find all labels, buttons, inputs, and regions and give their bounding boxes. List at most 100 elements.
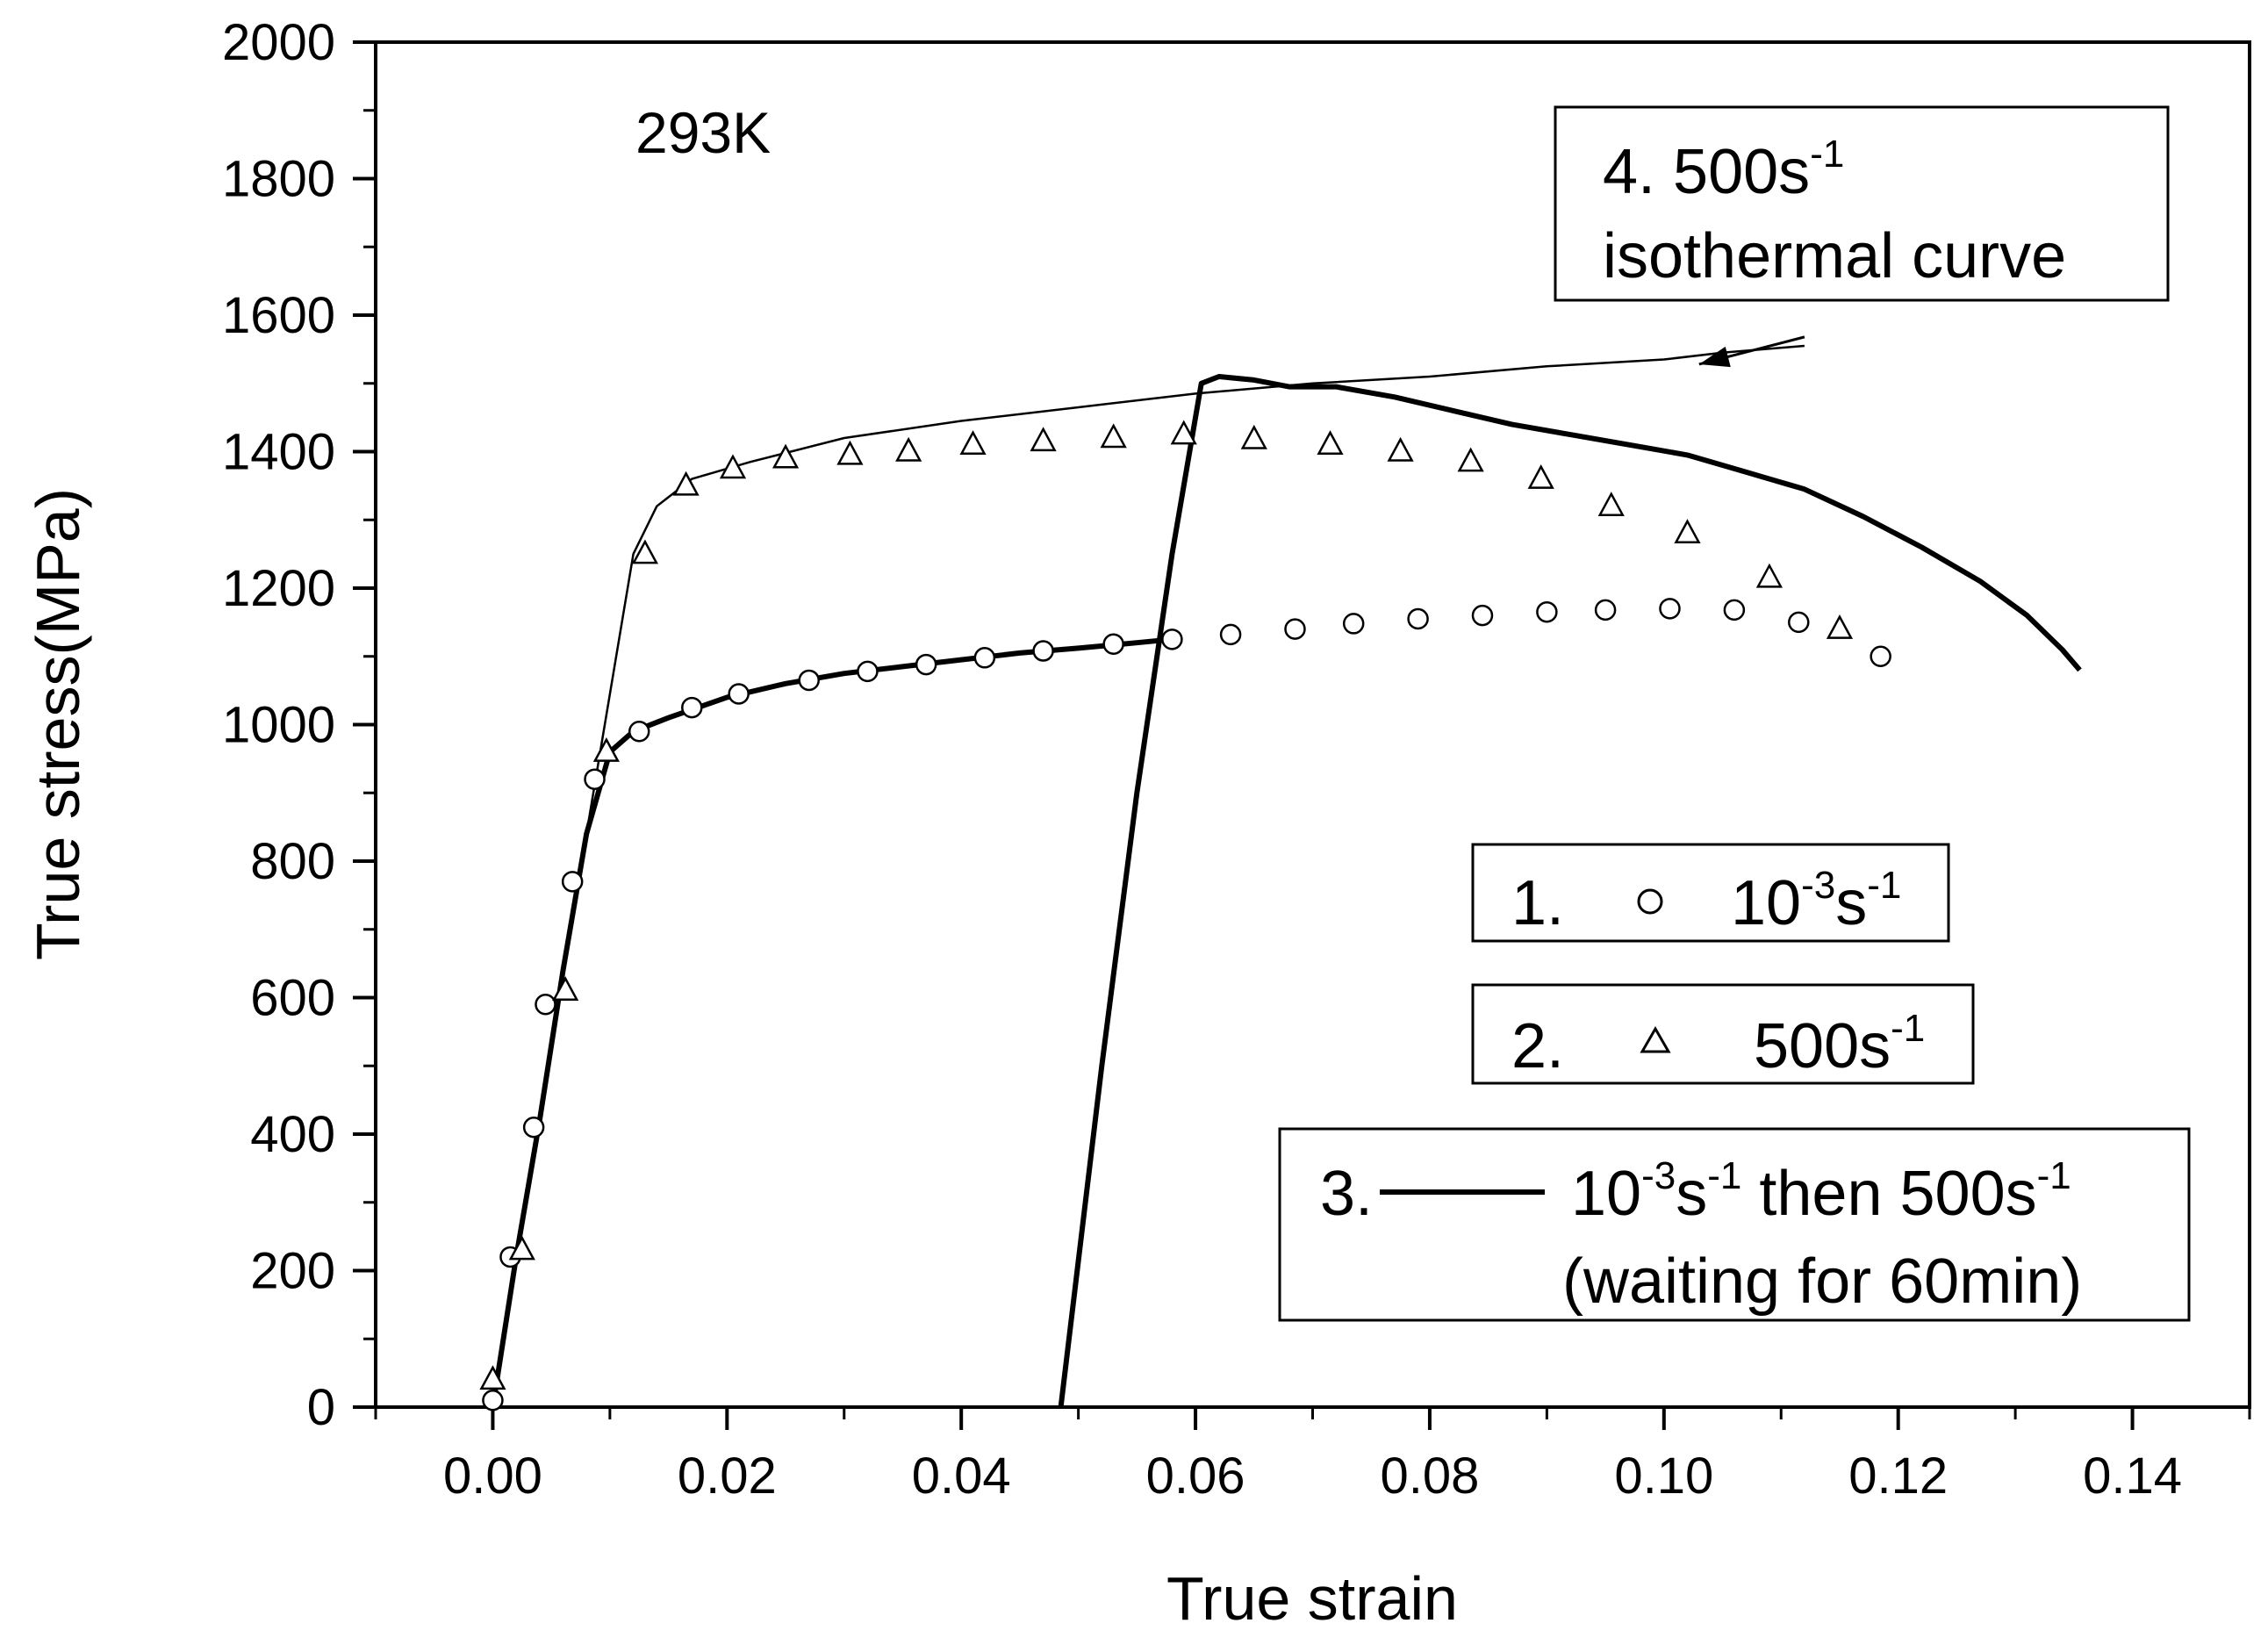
series-2-point bbox=[1030, 427, 1057, 452]
series-2-point bbox=[1100, 423, 1127, 449]
series-1-line bbox=[490, 636, 1173, 1408]
series-1-point bbox=[1407, 607, 1429, 630]
series-2-point bbox=[1597, 492, 1625, 516]
series-2-point bbox=[1170, 420, 1197, 445]
legend-item-2: 2. 500s-1 bbox=[1471, 983, 1975, 1085]
series-1-point bbox=[1659, 598, 1681, 620]
x-tick-label: 0.06 bbox=[1146, 1447, 1245, 1505]
isothermal-annotation-line1: 4. 500s-1 bbox=[1603, 133, 1844, 207]
series-1-point bbox=[1594, 599, 1617, 621]
x-tick-label: 0.04 bbox=[912, 1447, 1011, 1505]
series-1-point bbox=[584, 768, 606, 790]
legend-item-2-rate-exp: -1 bbox=[1891, 1007, 1925, 1050]
legend-item-3: 3. 10-3s-1 then 500s-1 (waiting for 60mi… bbox=[1278, 1127, 2191, 1322]
legend-item-1-circle-marker bbox=[1637, 888, 1663, 915]
isothermal-annotation-arrow bbox=[1698, 335, 1805, 368]
legend-item-1-rate-base: 10 bbox=[1731, 868, 1801, 938]
legend-item-3-line2: (waiting for 60min) bbox=[1562, 1246, 2082, 1317]
series-2-point bbox=[672, 471, 700, 496]
series-2-point bbox=[592, 736, 620, 762]
legend-item-2-rate-base: 500s bbox=[1754, 1011, 1891, 1081]
legend-item-3-part1-exp1: -3 bbox=[1641, 1154, 1676, 1197]
legend-item-3-part1-exp2: -1 bbox=[1707, 1154, 1741, 1197]
temperature-label: 293K bbox=[635, 100, 771, 165]
legend-item-1-rate-exp2: -1 bbox=[1867, 864, 1901, 907]
series-2-point bbox=[508, 1235, 535, 1261]
y-tick-label: 600 bbox=[250, 970, 335, 1027]
legend-item-3-part1-unit: s bbox=[1676, 1159, 1707, 1229]
series-1-point bbox=[681, 696, 703, 719]
series-1-point bbox=[1032, 640, 1054, 662]
series-2-point bbox=[631, 539, 659, 564]
series-1-point bbox=[857, 660, 879, 683]
y-tick-label: 800 bbox=[250, 833, 335, 890]
legend-item-1-box bbox=[1471, 843, 1950, 943]
isothermal-annotation-exponent: -1 bbox=[1810, 133, 1844, 176]
legend-item-2-box bbox=[1471, 983, 1975, 1085]
legend-item-2-triangle-marker bbox=[1640, 1025, 1671, 1053]
series-2-point bbox=[772, 443, 800, 469]
legend-item-2-rate: 500s-1 bbox=[1754, 1007, 1925, 1081]
series-2-point bbox=[1387, 436, 1414, 462]
series-2-point bbox=[719, 454, 747, 479]
series-1-point bbox=[561, 871, 584, 893]
legend-item-1-number: 1. bbox=[1511, 868, 1564, 938]
x-tick-label: 0.00 bbox=[443, 1447, 542, 1505]
isothermal-curve-path bbox=[492, 344, 1805, 1408]
x-tick-label: 0.08 bbox=[1380, 1447, 1479, 1505]
series-1-point bbox=[915, 653, 937, 676]
series-1-point bbox=[1102, 633, 1124, 656]
series-1-point bbox=[1219, 623, 1242, 646]
isothermal-annotation-line2: isothermal curve bbox=[1603, 221, 2066, 291]
series-1-point bbox=[973, 647, 996, 669]
series-1-point bbox=[1870, 645, 1891, 667]
legend-item-3-part1-base: 10 bbox=[1571, 1159, 1641, 1229]
series-2-point bbox=[1755, 563, 1784, 588]
series-2-point bbox=[1317, 430, 1344, 455]
y-tick-label: 1400 bbox=[222, 424, 335, 481]
series-1-point bbox=[1536, 600, 1558, 623]
series-1-point bbox=[522, 1116, 545, 1139]
series-2-point bbox=[895, 436, 922, 462]
x-tick-label: 0.10 bbox=[1614, 1447, 1713, 1505]
y-tick-label: 200 bbox=[250, 1243, 335, 1300]
series-2-markers bbox=[479, 420, 1854, 1390]
series-1-point bbox=[1788, 611, 1810, 634]
isothermal-annotation: 4. 500s-1 isothermal curve bbox=[1554, 105, 2170, 302]
y-tick-label: 1800 bbox=[222, 151, 335, 208]
legend-item-1-rate: 10-3s-1 bbox=[1731, 864, 1901, 938]
series-2-point bbox=[552, 976, 579, 1001]
legend-item-3-box bbox=[1278, 1127, 2191, 1322]
legend-item-3-number: 3. bbox=[1320, 1159, 1373, 1229]
x-axis-title: True strain bbox=[1166, 1564, 1458, 1633]
y-tick-label: 1200 bbox=[222, 560, 335, 617]
series-2-point bbox=[836, 440, 864, 465]
legend-item-1: 1. 10-3s-1 bbox=[1471, 843, 1950, 943]
legend-item-2-number: 2. bbox=[1511, 1011, 1564, 1081]
y-axis-title: True stress(MPa) bbox=[24, 488, 92, 960]
isothermal-annotation-rate: 4. 500s bbox=[1603, 137, 1810, 207]
series-2-point bbox=[1674, 519, 1701, 544]
x-tick-label: 0.02 bbox=[678, 1447, 777, 1505]
legend-item-1-rate-unit: s bbox=[1835, 868, 1867, 938]
legend-item-3-part2: then 500s bbox=[1741, 1159, 2036, 1229]
series-2-point bbox=[959, 430, 987, 455]
isothermal-annotation-box bbox=[1554, 105, 2170, 302]
series-1-point bbox=[798, 669, 820, 692]
x-tick-label: 0.12 bbox=[1848, 1447, 1948, 1505]
series-2-point bbox=[1527, 463, 1554, 489]
series-2-point bbox=[1240, 424, 1267, 449]
y-tick-label: 1000 bbox=[222, 697, 335, 754]
series-1-point bbox=[1723, 599, 1746, 621]
axis-ticks: 0.00 0.02 0.04 0.06 0.08 0.10 0.12 0.14 0 200 400 6… bbox=[222, 14, 2251, 1505]
legend-item-3-part2-exp: -1 bbox=[2037, 1154, 2071, 1197]
legend-item-1-rate-exp1: -3 bbox=[1801, 864, 1835, 907]
series-1-point bbox=[1342, 613, 1365, 635]
series-1-markers bbox=[482, 598, 1891, 1412]
arrow-head bbox=[1698, 346, 1731, 368]
series-1-point bbox=[628, 721, 650, 743]
series-1-point bbox=[1284, 618, 1306, 640]
y-tick-label: 1600 bbox=[222, 287, 335, 344]
series-2-point bbox=[1457, 447, 1484, 472]
